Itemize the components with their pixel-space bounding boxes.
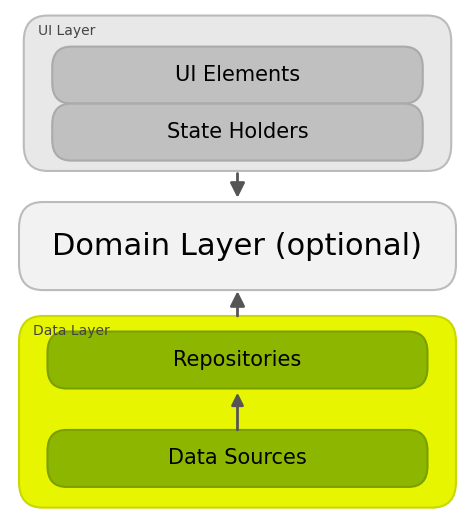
FancyBboxPatch shape: [19, 202, 456, 290]
FancyBboxPatch shape: [19, 316, 456, 508]
Text: Data Layer: Data Layer: [33, 324, 110, 338]
Text: State Holders: State Holders: [167, 122, 308, 142]
Text: UI Elements: UI Elements: [175, 65, 300, 85]
FancyBboxPatch shape: [52, 47, 423, 104]
FancyBboxPatch shape: [48, 430, 428, 487]
Text: Repositories: Repositories: [173, 350, 302, 370]
FancyBboxPatch shape: [52, 104, 423, 161]
FancyBboxPatch shape: [24, 16, 451, 171]
FancyBboxPatch shape: [48, 332, 428, 388]
Text: UI Layer: UI Layer: [38, 24, 95, 38]
Text: Domain Layer (optional): Domain Layer (optional): [53, 232, 422, 261]
Text: Data Sources: Data Sources: [168, 449, 307, 468]
